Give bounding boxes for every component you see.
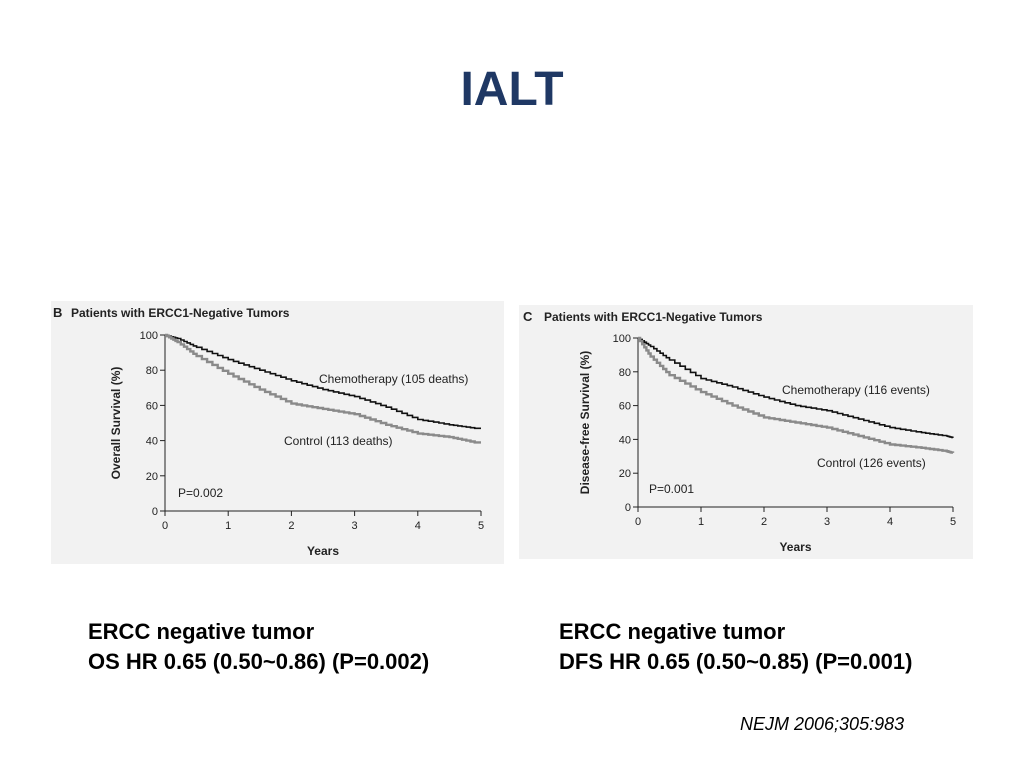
os-y-tick-label: 60 (146, 400, 158, 412)
caption-dfs-line1: ERCC negative tumor (559, 619, 786, 644)
dfs-series-chemotherapy-label: Chemotherapy (116 events) (782, 383, 930, 397)
dfs-y-tick-label: 80 (619, 367, 631, 379)
os-x-tick-label: 4 (415, 520, 421, 532)
dfs-x-axis-label: Years (779, 540, 811, 554)
caption-dfs-line2: DFS HR 0.65 (0.50~0.85) (P=0.001) (559, 649, 913, 674)
dfs-y-tick-label: 100 (613, 333, 631, 345)
os-y-tick-label: 20 (146, 471, 158, 483)
os-x-axis-label: Years (307, 544, 339, 558)
dfs-y-tick-label: 0 (625, 502, 631, 514)
os-p-value: P=0.002 (178, 486, 223, 500)
dfs-chart-title: Patients with ERCC1-Negative Tumors (544, 310, 763, 324)
caption-os: ERCC negative tumor OS HR 0.65 (0.50~0.8… (88, 617, 429, 677)
os-x-tick-label: 1 (225, 520, 231, 532)
overall-survival-chart-panel: B Patients with ERCC1-Negative Tumors 0 20 4… (51, 301, 504, 564)
dfs-series-control-line (638, 336, 955, 454)
os-x-tick-label: 3 (352, 520, 358, 532)
dfs-x-tick-label: 0 (635, 516, 641, 528)
caption-os-line1: ERCC negative tumor (88, 619, 315, 644)
citation: NEJM 2006;305:983 (740, 714, 905, 734)
dfs-y-tick-label: 20 (619, 468, 631, 480)
dfs-panel-letter: C (523, 309, 533, 324)
os-x-tick-label: 0 (162, 520, 168, 532)
os-x-tick-label: 2 (288, 520, 294, 532)
os-panel-letter: B (53, 305, 62, 320)
os-y-tick-label: 80 (146, 365, 158, 377)
dfs-series-control-label: Control (126 events) (817, 456, 926, 470)
os-y-tick-label: 40 (146, 436, 158, 448)
dfs-x-tick-label: 1 (698, 516, 704, 528)
dfs-x-tick-label: 3 (824, 516, 830, 528)
os-y-tick-label: 0 (152, 506, 158, 518)
os-y-tick-label: 100 (140, 330, 158, 342)
dfs-y-tick-label: 60 (619, 401, 631, 413)
os-x-tick-label: 5 (478, 520, 484, 532)
overall-survival-chart: B Patients with ERCC1-Negative Tumors0204… (53, 305, 484, 558)
dfs-y-axis-label: Disease-free Survival (%) (578, 351, 592, 494)
dfs-y-tick-label: 40 (619, 434, 631, 446)
dfs-x-tick-label: 5 (950, 516, 956, 528)
caption-dfs: ERCC negative tumor DFS HR 0.65 (0.50~0.… (559, 617, 912, 677)
caption-os-line2: OS HR 0.65 (0.50~0.86) (P=0.002) (88, 649, 430, 674)
os-y-axis-label: Overall Survival (%) (109, 367, 123, 480)
slide-title: IALT (460, 63, 564, 116)
os-series-control-label: Control (113 deaths) (284, 434, 393, 448)
dfs-x-tick-label: 4 (887, 516, 893, 528)
dfs-p-value: P=0.001 (649, 482, 694, 496)
os-series-control-line (165, 333, 481, 444)
os-series-chemotherapy-label: Chemotherapy (105 deaths) (319, 372, 468, 386)
os-series-chemotherapy-line (165, 334, 481, 430)
os-chart-title: Patients with ERCC1-Negative Tumors (71, 306, 290, 320)
disease-free-survival-chart: C Patients with ERCC1-Negative Tumors0204… (523, 309, 956, 554)
dfs-x-tick-label: 2 (761, 516, 767, 528)
disease-free-survival-chart-panel: C Patients with ERCC1-Negative Tumors 0 20 4… (519, 305, 973, 559)
dfs-series-chemotherapy-line (638, 337, 954, 439)
